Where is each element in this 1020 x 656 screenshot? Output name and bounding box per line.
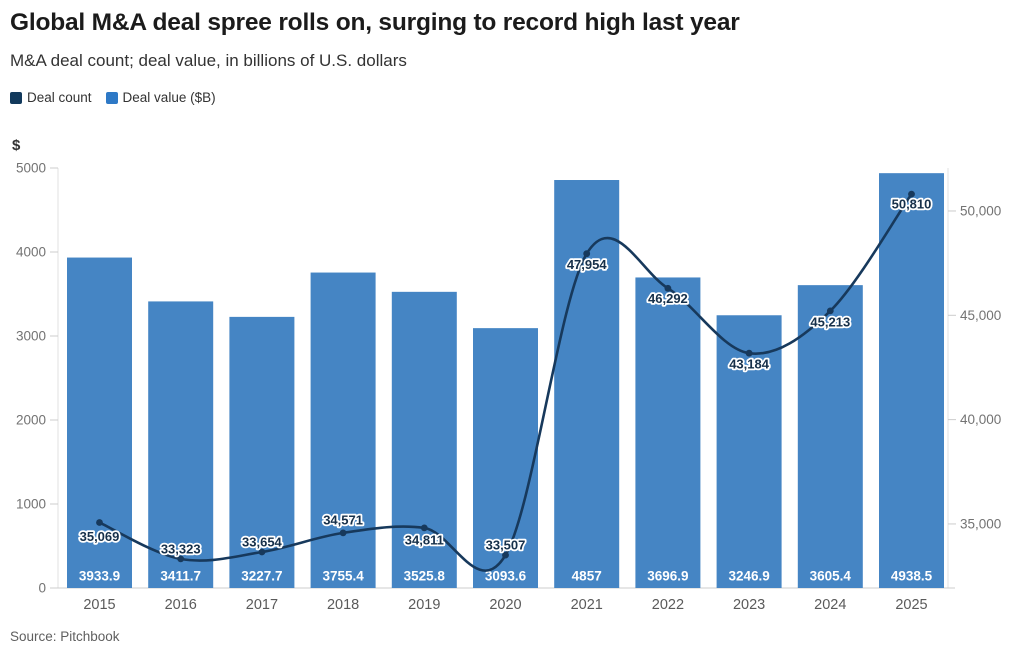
bar-value-label: 3411.7 bbox=[160, 569, 201, 584]
bar-series: 3933.9 3411.7 3227.7 3755.4 3525.8 3093.6 4857… bbox=[67, 173, 944, 588]
bar-value-label: 4857 bbox=[572, 569, 602, 584]
bar-value-label: 3696.9 bbox=[647, 569, 688, 584]
right-tick-label: 45,000 bbox=[960, 308, 1001, 323]
data-point-2021 bbox=[583, 250, 591, 258]
bar-2021 bbox=[554, 180, 620, 588]
data-point-2016 bbox=[177, 555, 185, 563]
deal-count-legend-label: Deal count bbox=[27, 90, 92, 105]
point-value-label: 33,323 bbox=[161, 541, 201, 556]
point-value-label: 33,507 bbox=[486, 538, 526, 553]
point-value-label: 45,213 bbox=[810, 314, 850, 329]
chart-legend: Deal count Deal value ($B) bbox=[10, 90, 216, 105]
bar-value-label: 3246.9 bbox=[728, 569, 769, 584]
year-label: 2021 bbox=[571, 597, 603, 613]
bar-2020 bbox=[473, 328, 538, 588]
chart-title: Global M&A deal spree rolls on, surging … bbox=[10, 9, 740, 36]
legend-item-deal-value: Deal value ($B) bbox=[105, 90, 216, 105]
data-point-2025 bbox=[908, 190, 915, 198]
left-tick-label: 3000 bbox=[16, 329, 46, 344]
point-value-label: 46,292 bbox=[648, 291, 688, 306]
left-tick-label: 4000 bbox=[16, 245, 46, 260]
bar-value-label: 3525.8 bbox=[404, 569, 446, 584]
right-tick-label: 50,000 bbox=[960, 203, 1001, 218]
year-label: 2020 bbox=[489, 597, 521, 613]
line-series: 35,069 33,323 33,654 34,571 34,811 33,507 47,9… bbox=[78, 190, 933, 572]
axes bbox=[50, 168, 955, 589]
year-label: 2017 bbox=[246, 597, 278, 613]
bar-value-label: 3755.4 bbox=[322, 569, 364, 584]
data-point-2015 bbox=[96, 519, 103, 526]
left-axis: $0 1000 2000 3000 4000 5000 bbox=[12, 137, 58, 596]
deal-count-legend-swatch bbox=[10, 91, 22, 104]
bar-value-label: 3227.7 bbox=[241, 569, 282, 584]
legend-item-deal-count: Deal count bbox=[10, 90, 92, 105]
point-value-label: 34,811 bbox=[405, 532, 444, 547]
bar-2022 bbox=[635, 277, 701, 588]
bar-2024 bbox=[797, 285, 863, 588]
deal-value-legend-label: Deal value ($B) bbox=[122, 90, 216, 105]
bar-2015 bbox=[67, 257, 132, 588]
left-axis-title: $ bbox=[12, 137, 21, 154]
deal-value-legend-swatch bbox=[105, 91, 118, 104]
left-tick-label: 1000 bbox=[16, 497, 46, 512]
year-label: 2016 bbox=[165, 597, 197, 613]
bar-2018 bbox=[310, 272, 376, 588]
right-axis: 35,000 40,000 45,000 50,000 bbox=[948, 203, 1001, 531]
source-note: Source: Pitchbook bbox=[10, 629, 120, 644]
data-point-2023 bbox=[745, 349, 753, 357]
left-tick-label: 0 bbox=[38, 581, 46, 596]
point-value-label: 50,810 bbox=[892, 197, 932, 212]
point-value-label: 33,654 bbox=[242, 535, 283, 550]
year-label: 2015 bbox=[83, 597, 115, 613]
bar-2016 bbox=[148, 301, 214, 588]
bar-2017 bbox=[229, 316, 295, 588]
bar-2023 bbox=[716, 315, 782, 588]
point-value-label: 34,571 bbox=[323, 512, 363, 527]
year-label: 2022 bbox=[652, 597, 684, 613]
data-point-2024 bbox=[826, 307, 834, 315]
chart-subtitle: M&A deal count; deal value, in billions … bbox=[10, 51, 407, 70]
data-point-2022 bbox=[664, 284, 672, 292]
bar-2025 bbox=[879, 173, 944, 588]
right-tick-label: 35,000 bbox=[960, 516, 1001, 531]
bar-value-label: 3093.6 bbox=[485, 569, 527, 584]
data-point-2019 bbox=[420, 524, 428, 532]
year-label: 2024 bbox=[814, 597, 846, 613]
point-value-label: 43,184 bbox=[729, 357, 770, 372]
point-value-label: 35,069 bbox=[80, 529, 120, 544]
data-point-2018 bbox=[339, 529, 347, 537]
x-axis: 2015 2016 2017 2018 2019 2020 2021 2022 2023 2024… bbox=[83, 597, 927, 613]
deal-count-line bbox=[98, 192, 913, 572]
data-point-2020 bbox=[502, 551, 509, 559]
point-value-label: 47,954 bbox=[567, 257, 608, 272]
bar-value-label: 4938.5 bbox=[891, 569, 933, 584]
year-label: 2023 bbox=[733, 597, 765, 613]
data-point-2017 bbox=[258, 548, 266, 556]
left-tick-label: 5000 bbox=[16, 161, 46, 176]
left-tick-label: 2000 bbox=[16, 413, 46, 428]
year-label: 2019 bbox=[408, 597, 440, 613]
right-tick-label: 40,000 bbox=[960, 412, 1001, 427]
bar-2019 bbox=[391, 291, 457, 588]
year-label: 2018 bbox=[327, 597, 359, 613]
bar-value-label: 3605.4 bbox=[810, 569, 852, 584]
bar-value-label: 3933.9 bbox=[79, 569, 120, 584]
year-label: 2025 bbox=[895, 597, 927, 613]
